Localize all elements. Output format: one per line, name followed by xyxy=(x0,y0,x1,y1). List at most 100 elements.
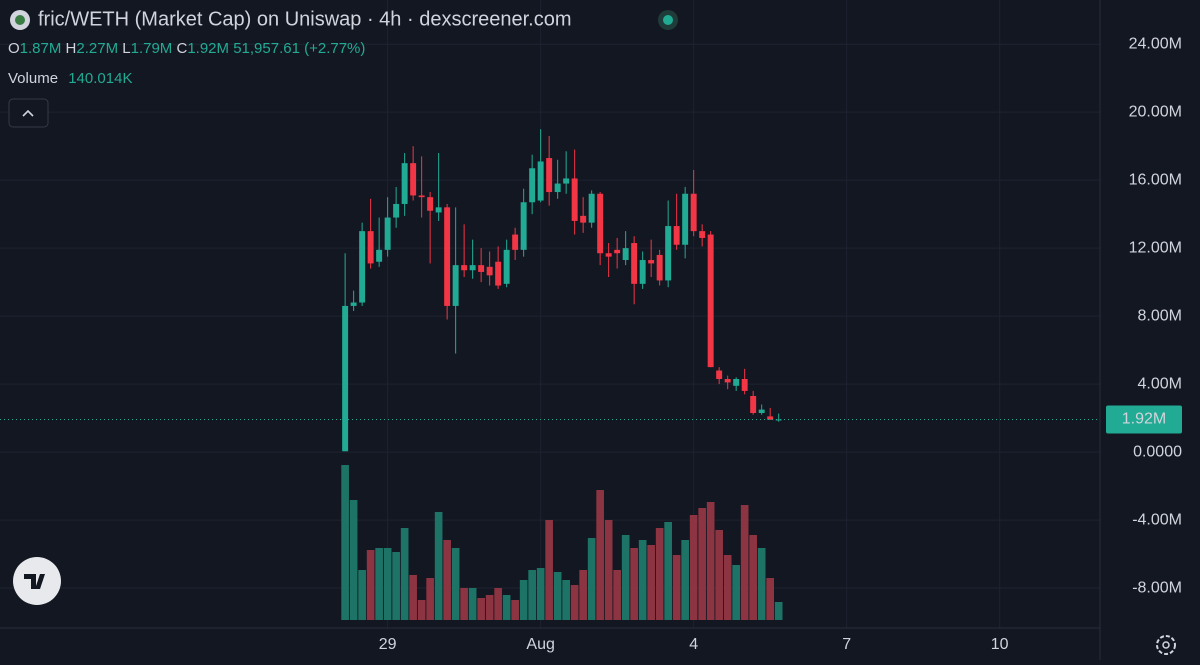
low-key: L xyxy=(122,40,130,57)
volume-bar xyxy=(494,587,502,620)
volume-bar xyxy=(383,548,392,620)
volume-bar xyxy=(426,577,434,620)
collapse-button[interactable] xyxy=(8,98,49,128)
candle-body xyxy=(648,260,655,264)
candle-body xyxy=(512,234,519,250)
candle-body xyxy=(665,226,672,281)
volume-bar xyxy=(681,540,689,620)
volume-bar xyxy=(519,580,528,620)
volume-bar xyxy=(655,527,664,620)
volume-bar xyxy=(715,529,723,620)
candle-body xyxy=(690,193,697,232)
x-tick-label: Aug xyxy=(526,636,554,653)
tradingview-logo[interactable] xyxy=(13,557,61,605)
x-tick-label: 7 xyxy=(842,636,851,653)
volume-bar xyxy=(766,577,774,620)
volume-bar xyxy=(511,599,519,620)
open-key: O xyxy=(8,40,20,57)
candle-body xyxy=(461,265,468,271)
candle-body xyxy=(384,217,391,250)
candle-body xyxy=(775,419,782,421)
price-pane xyxy=(0,129,1100,452)
y-tick-label: 24.00M xyxy=(1129,35,1182,52)
volume-pane xyxy=(341,465,783,620)
y-tick-label: 16.00M xyxy=(1129,171,1182,188)
candle-body xyxy=(580,215,587,223)
candle-body xyxy=(529,168,536,203)
volume-bar xyxy=(545,519,553,620)
volume-bar xyxy=(358,570,366,620)
candle-body xyxy=(750,396,757,414)
candle-body xyxy=(520,202,527,250)
candle-body xyxy=(588,193,595,223)
volume-bar xyxy=(740,504,749,620)
volume-bar xyxy=(375,548,383,620)
candle-body xyxy=(614,249,621,254)
candle-body xyxy=(367,231,374,264)
volume-bar xyxy=(757,548,766,620)
close-key: C xyxy=(176,40,187,57)
volume-bar xyxy=(366,549,375,620)
volume-bar xyxy=(400,527,409,620)
y-tick-label: -8.00M xyxy=(1132,579,1182,596)
volume-bar xyxy=(638,540,647,620)
x-tick-label: 29 xyxy=(379,636,397,653)
volume-bar xyxy=(664,521,672,620)
collapse-chevron xyxy=(22,109,34,117)
candle-body xyxy=(656,254,663,281)
candle-body xyxy=(758,409,765,414)
candle-body xyxy=(350,302,357,306)
ohlc-header: O1.87M H2.27M L1.79M C1.92M 51,957.61 (+… xyxy=(8,40,365,57)
y-tick-label: 12.00M xyxy=(1129,239,1182,256)
volume-value: 140.014K xyxy=(68,70,132,87)
chart-title: fric/WETH (Market Cap) on Uniswap · 4h ·… xyxy=(38,8,572,30)
candle-body xyxy=(716,370,723,380)
volume-bar xyxy=(613,570,621,620)
low-value: 1.79M xyxy=(131,40,173,57)
candle-body xyxy=(631,243,638,284)
y-tick-label: 0.0000 xyxy=(1133,443,1182,460)
candle-body xyxy=(393,203,400,218)
volume-bar xyxy=(698,507,706,620)
candle-body xyxy=(622,248,629,261)
settings-icon[interactable] xyxy=(1156,635,1176,655)
volume-header: Volume 140.014K xyxy=(8,70,132,87)
volume-bar xyxy=(672,554,681,620)
candle-body xyxy=(478,265,485,272)
volume-bar xyxy=(460,587,468,620)
candle-body xyxy=(724,379,731,383)
volume-bar xyxy=(604,519,613,620)
candle-body xyxy=(699,231,706,238)
volume-bar xyxy=(434,511,443,620)
candle-body xyxy=(639,260,646,284)
tradingview-mark xyxy=(24,574,45,589)
token-icon-inner xyxy=(15,15,25,25)
volume-bar xyxy=(732,564,740,620)
volume-bar xyxy=(621,534,630,620)
last-price-label: 1.92M xyxy=(1122,411,1166,428)
volume-bar xyxy=(647,544,655,620)
candle-body xyxy=(376,249,383,262)
volume-bar xyxy=(749,534,757,620)
volume-bar xyxy=(689,514,698,620)
volume-bar xyxy=(485,595,494,620)
candle-body xyxy=(733,379,740,386)
y-tick-label: 8.00M xyxy=(1138,307,1182,324)
candle-body xyxy=(444,207,451,306)
volume-bar xyxy=(468,587,477,620)
candle-body xyxy=(546,158,553,193)
volume-bar xyxy=(341,465,349,620)
volume-bar xyxy=(562,580,570,620)
candle-body xyxy=(537,161,544,201)
x-tick-label: 4 xyxy=(689,636,698,653)
x-tick-label: 10 xyxy=(991,636,1009,653)
volume-bar xyxy=(630,548,638,620)
volume-bar xyxy=(443,540,451,620)
candle-body xyxy=(767,416,774,420)
high-value: 2.27M xyxy=(76,40,118,57)
volume-bar xyxy=(706,501,715,620)
volume-bar xyxy=(536,567,545,620)
candle-body xyxy=(554,183,561,193)
candle-body xyxy=(741,379,748,391)
